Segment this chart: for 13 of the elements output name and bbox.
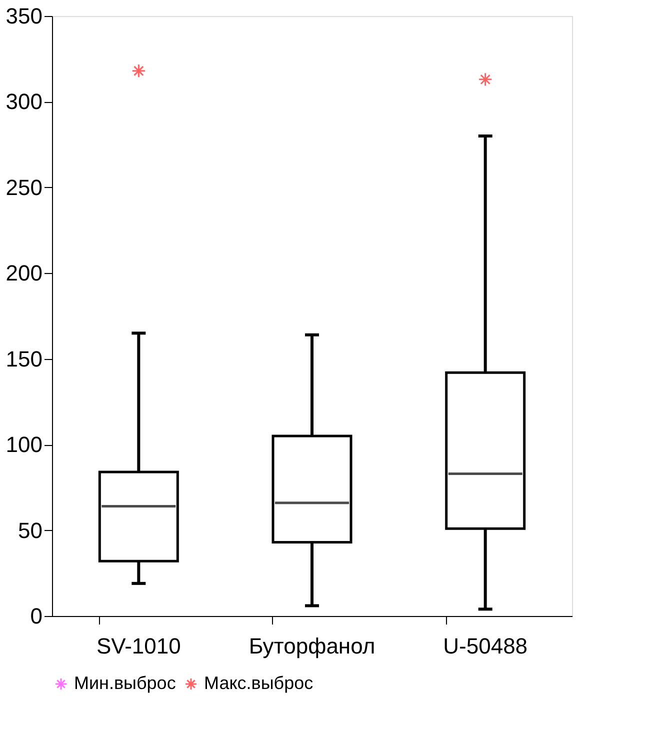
y-tick-label: 300 bbox=[6, 89, 42, 114]
y-tick-label: 250 bbox=[6, 174, 42, 200]
y-tick-label: 0 bbox=[30, 604, 42, 628]
y-tick-label: 150 bbox=[6, 346, 42, 372]
y-tick-label: 50 bbox=[18, 518, 42, 543]
y-tick-label: 350 bbox=[6, 4, 42, 28]
y-tick-label: 100 bbox=[6, 432, 42, 458]
y-tick-label: 200 bbox=[6, 260, 42, 286]
legend-label: Мин.выброс bbox=[74, 673, 176, 693]
x-tick-label: Буторфанол bbox=[248, 634, 376, 658]
x-tick-label: SV-1010 bbox=[96, 634, 181, 658]
x-tick-label: U-50488 bbox=[443, 634, 528, 658]
legend-label: Макс.выброс bbox=[204, 673, 314, 693]
